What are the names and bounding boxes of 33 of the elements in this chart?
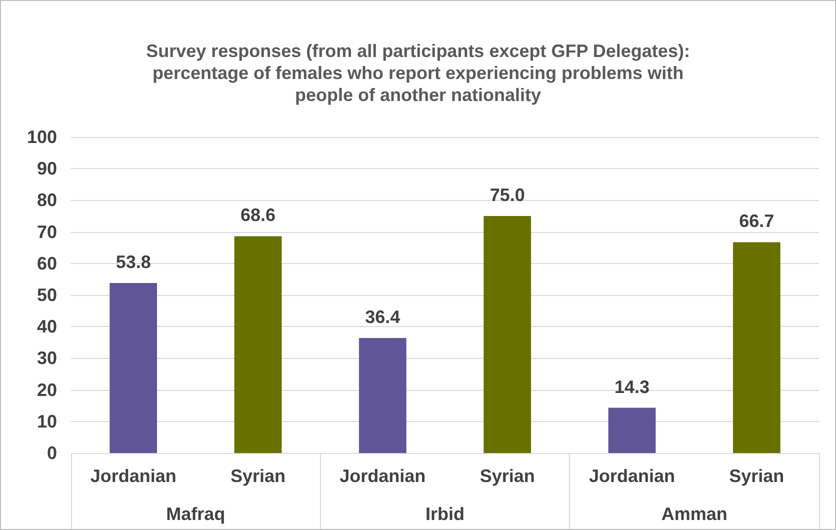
data-label: 36.4 (365, 306, 400, 327)
x-tick-label: Syrian (230, 466, 286, 486)
y-tick-label: 20 (36, 380, 57, 400)
y-tick-label: 90 (36, 158, 57, 179)
text: Mafraq (166, 504, 226, 524)
y-tick-label: 0 (46, 443, 57, 463)
chart-title: Survey responses (from all participants except GFP Delegates): percentage of females who report experiencing problems with people of another nationality (146, 41, 690, 105)
y-tick-label: 100 (26, 127, 57, 147)
x-tick-label: Jordanian (340, 466, 426, 486)
data-label: 75.0 (490, 185, 525, 205)
bar (608, 408, 656, 453)
y-tick-label: 40 (36, 316, 57, 337)
y-tick-label: 50 (36, 285, 57, 305)
bar (484, 216, 532, 453)
y-tick-label: 30 (36, 348, 57, 368)
data-label: 68.6 (240, 205, 276, 226)
x-tick-label: Syrian (729, 466, 784, 486)
y-tick-label: 60 (36, 253, 57, 274)
x-tick-label: Syrian (480, 466, 535, 486)
data-label: 66.7 (739, 211, 774, 232)
y-tick-label: 70 (36, 222, 57, 242)
bar (234, 236, 282, 453)
bar (110, 282, 158, 453)
data-label: 14.3 (614, 376, 650, 397)
data-label: 53.8 (116, 252, 151, 272)
bar (358, 338, 406, 453)
text: Amman (661, 504, 728, 524)
text: Irbid (426, 504, 464, 524)
y-tick-label: 80 (36, 190, 57, 210)
bar (732, 242, 780, 453)
x-tick-label: Jordanian (588, 466, 676, 486)
x-tick-label: Jordanian (90, 466, 176, 486)
y-tick-label: 10 (36, 411, 57, 432)
